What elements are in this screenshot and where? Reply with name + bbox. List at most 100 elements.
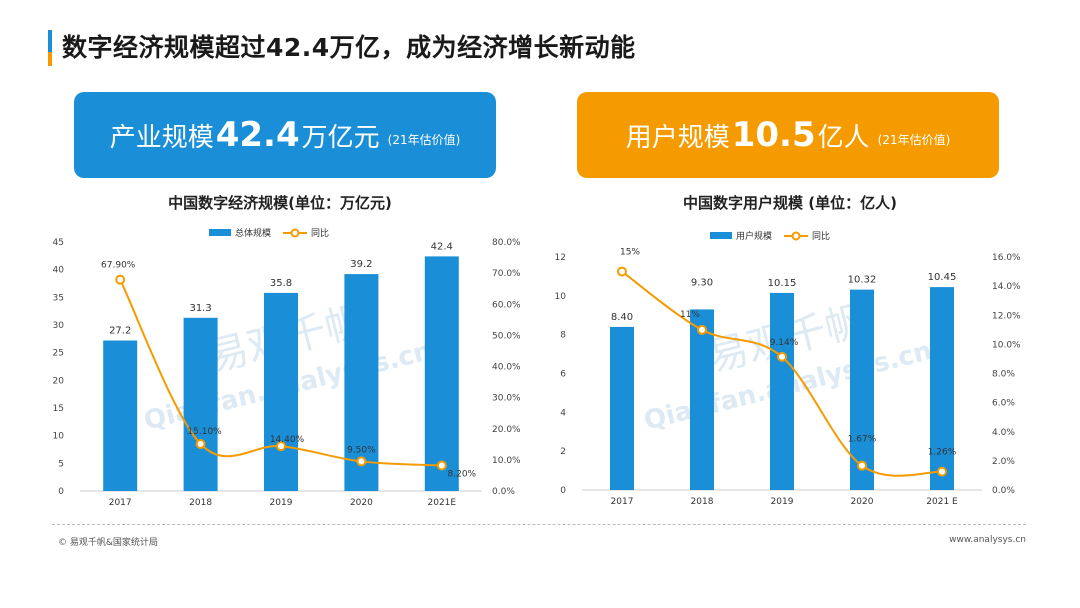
x-tick-label: 2019: [270, 498, 293, 508]
yoy-value-label: 14.40%: [270, 435, 305, 445]
bar-value-label: 39.2: [350, 259, 372, 270]
legend-line-label: 同比: [812, 230, 830, 242]
y2-tick-label: 12.0%: [992, 311, 1021, 321]
bar: [344, 274, 379, 491]
bar: [610, 326, 634, 490]
y2-tick-label: 20.0%: [492, 425, 521, 435]
yoy-point: [697, 324, 707, 335]
bar: [264, 292, 298, 491]
y2-tick-label: 10.0%: [992, 340, 1021, 350]
yoy-value-label: 8.20%: [448, 469, 477, 479]
bar: [424, 256, 459, 491]
y2-tick-label: 0.0%: [492, 487, 515, 497]
y2-tick-label: 8.0%: [992, 370, 1015, 380]
banner-unit: 亿人: [817, 122, 870, 153]
bar-value-label: 8.40: [611, 312, 633, 323]
yoy-point: [937, 466, 947, 477]
bar-value-label: 10.15: [768, 278, 797, 289]
legend-bar-label: 用户规模: [736, 230, 772, 242]
x-tick-label: 2017: [611, 497, 634, 507]
yoy-value-label: 1.26%: [928, 448, 957, 458]
bar-value-label: 42.4: [431, 241, 453, 252]
yoy-value-label: 67.90%: [101, 261, 136, 271]
bar-value-label: 31.3: [189, 303, 211, 314]
legend-bar-label: 总体规模: [235, 227, 271, 239]
yoy-value-label: 11%: [680, 310, 700, 320]
y2-tick-label: 10.0%: [492, 456, 521, 466]
legend-line-marker: [791, 231, 801, 241]
title-accent-bar: [48, 30, 52, 66]
chart-title-users: 中国数字用户规模 (单位：亿人): [683, 194, 897, 212]
y-tick-label: 5: [58, 459, 64, 469]
x-tick-label: 2018: [691, 497, 714, 507]
yoy-value-label: 9.50%: [347, 445, 376, 455]
y2-tick-label: 4.0%: [992, 428, 1015, 438]
x-tick-label: 2018: [189, 498, 212, 508]
banner-unit: 万亿元: [301, 122, 380, 153]
banner-note: (21年估价值): [387, 132, 461, 147]
y-tick-label: 12: [555, 253, 566, 263]
yoy-point: [195, 439, 206, 450]
bar: [103, 340, 138, 491]
yoy-value-label: 9.14%: [770, 338, 799, 348]
x-tick-label: 2017: [109, 498, 132, 508]
y-tick-label: 20: [53, 376, 65, 386]
user-scale-banner: 用户规模 10.5 亿人 (21年估价值): [577, 92, 999, 178]
y2-tick-label: 50.0%: [492, 331, 521, 341]
y-tick-label: 15: [53, 404, 64, 414]
industry-scale-banner: 产业规模 42.4 万亿元 (21年估价值): [74, 92, 496, 178]
banner-value: 10.5: [731, 115, 816, 155]
y2-tick-label: 0.0%: [992, 486, 1015, 496]
yoy-value-label: 1.67%: [848, 435, 877, 445]
bar-value-label: 27.2: [109, 325, 131, 336]
y-tick-label: 45: [53, 238, 64, 248]
page-title: 数字经济规模超过42.4万亿，成为经济增长新动能: [62, 33, 636, 62]
x-tick-label: 2021E: [428, 498, 457, 508]
bar-value-label: 35.8: [270, 278, 292, 289]
x-tick-label: 2021 E: [926, 497, 958, 507]
footer-divider: [52, 524, 1026, 525]
banner-value: 42.4: [215, 115, 300, 155]
y2-tick-label: 80.0%: [492, 238, 521, 248]
y-tick-label: 10: [555, 292, 567, 302]
y-tick-label: 6: [560, 370, 566, 380]
y2-tick-label: 30.0%: [492, 394, 521, 404]
y-tick-label: 8: [560, 331, 566, 341]
source-note: © 易观千帆&国家统计局: [58, 538, 158, 548]
digital-economy-chart: 易观千帆Qianfan.analysys.cn05101520253035404…: [53, 227, 521, 508]
y-tick-label: 40: [53, 266, 65, 276]
y2-tick-label: 2.0%: [992, 457, 1015, 467]
y-tick-label: 25: [53, 349, 64, 359]
banner-prefix: 用户规模: [625, 122, 730, 153]
yoy-point: [436, 460, 447, 471]
y2-tick-label: 16.0%: [992, 253, 1021, 263]
chart-title-economy: 中国数字经济规模(单位：万亿元): [168, 194, 392, 212]
bar-value-label: 9.30: [691, 277, 713, 288]
y-tick-label: 4: [560, 408, 566, 418]
x-tick-label: 2020: [350, 498, 373, 508]
bar: [183, 317, 218, 491]
y-tick-label: 35: [53, 293, 64, 303]
x-tick-label: 2019: [771, 497, 794, 507]
y-tick-label: 2: [560, 447, 566, 457]
banner-prefix: 产业规模: [109, 122, 214, 153]
bar: [770, 292, 794, 490]
legend-line-marker: [290, 228, 300, 238]
legend-bar-swatch: [209, 229, 231, 236]
yoy-value-label: 15.10%: [187, 427, 222, 437]
bar: [690, 309, 714, 490]
digital-users-chart: 易观千帆Qianfan.analysys.cn0246810120.0%2.0%…: [555, 230, 1021, 507]
yoy-point: [777, 351, 787, 362]
legend-line-label: 同比: [311, 227, 329, 239]
site-url: www.analysys.cn: [949, 535, 1026, 545]
yoy-point: [857, 460, 867, 471]
bar: [850, 289, 874, 490]
y2-tick-label: 40.0%: [492, 363, 521, 373]
yoy-value-label: 15%: [620, 248, 640, 258]
yoy-point: [115, 274, 126, 285]
x-tick-label: 2020: [851, 497, 874, 507]
y-tick-label: 30: [53, 321, 65, 331]
y2-tick-label: 70.0%: [492, 269, 521, 279]
y2-tick-label: 60.0%: [492, 300, 521, 310]
legend-bar-swatch: [710, 232, 732, 239]
